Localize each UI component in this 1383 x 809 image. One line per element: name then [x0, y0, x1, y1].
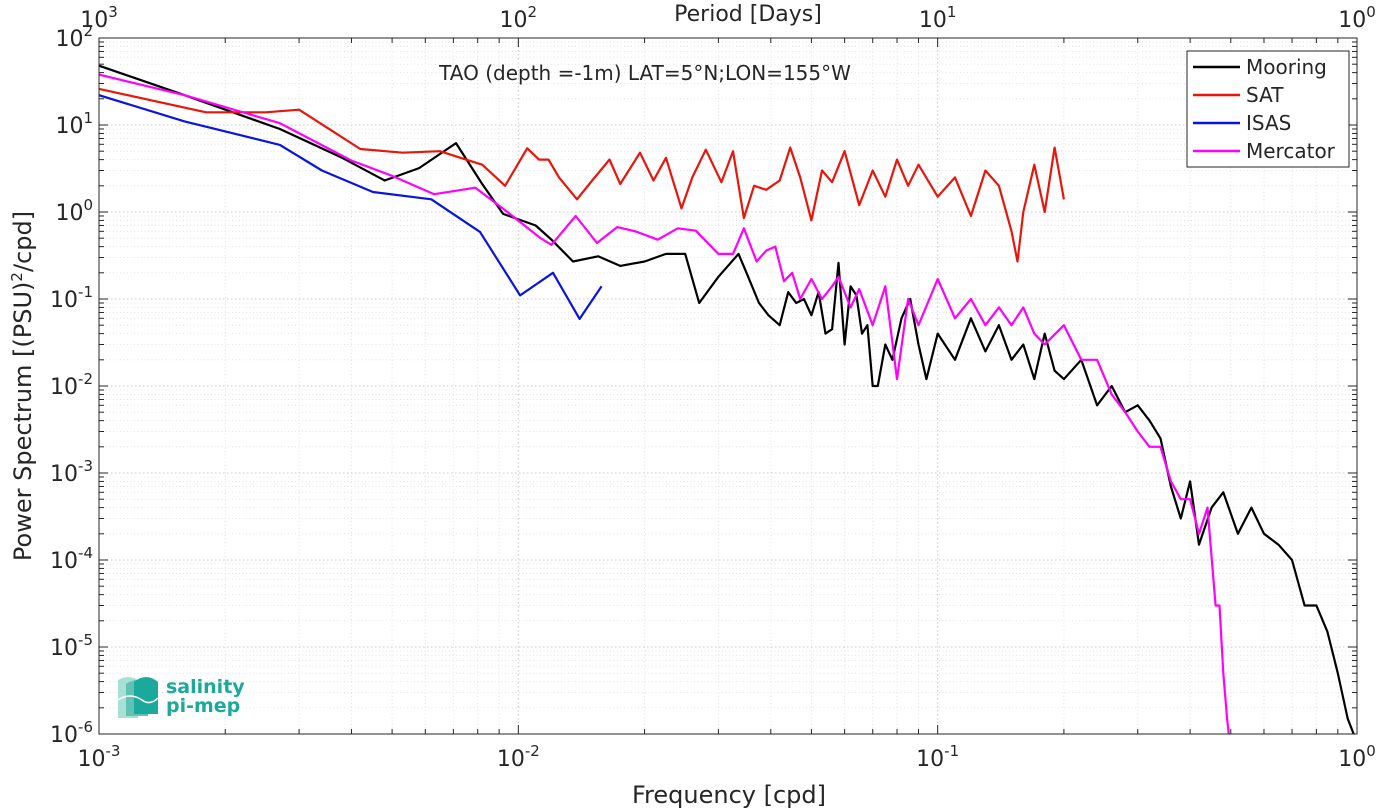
y-tick-label: 10-3 — [50, 457, 93, 487]
y-tick-label: 102 — [55, 22, 93, 52]
y-tick-label-exp: -4 — [78, 544, 93, 562]
y-axis-title-sup: 2 — [8, 272, 26, 282]
top-tick-label: 100 — [1338, 3, 1376, 33]
x-tick-label: 10-3 — [78, 742, 121, 772]
y-tick-label-exp: 1 — [83, 109, 93, 127]
top-tick-label-base: 10 — [500, 8, 528, 33]
top-tick-label-base: 10 — [80, 8, 108, 33]
y-tick-label-base: 10 — [55, 27, 83, 52]
y-tick-label-exp: 0 — [83, 196, 93, 214]
top-tick-label-exp: 2 — [528, 3, 538, 21]
top-tick-label-exp: 3 — [108, 3, 118, 21]
legend-label-sat: SAT — [1246, 83, 1284, 107]
series-line-mercator — [99, 73, 1230, 734]
y-tick-label-base: 10 — [50, 723, 78, 748]
y-tick-label-exp: -3 — [78, 457, 93, 475]
y-tick-label-base: 10 — [50, 636, 78, 661]
legend-label-isas: ISAS — [1246, 111, 1291, 135]
series-group — [99, 64, 1355, 734]
y-tick-label-exp: -2 — [78, 370, 93, 388]
x-tick-label-exp: 0 — [1366, 742, 1376, 760]
series-line-mooring — [99, 64, 1355, 734]
y-tick-label-exp: -5 — [78, 631, 93, 649]
y-tick-label: 10-1 — [50, 283, 93, 313]
x-tick-label: 10-2 — [497, 742, 540, 772]
y-axis-title-main: Power Spectrum [(PSU) — [9, 282, 37, 561]
y-tick-label: 101 — [55, 109, 93, 139]
y-axis-title: Power Spectrum [(PSU)2/cpd] — [8, 211, 37, 561]
y-tick-label-base: 10 — [55, 114, 83, 139]
logo-text-salinity: salinity — [166, 676, 245, 698]
x-tick-label-exp: -3 — [106, 742, 121, 760]
y-tick-label-base: 10 — [50, 462, 78, 487]
x-tick-label-exp: -2 — [525, 742, 540, 760]
x-tick-label: 10-1 — [916, 742, 959, 772]
salinity-pi-mep-logo: salinity pi-mep — [117, 676, 245, 718]
ticks — [98, 37, 1358, 735]
y-tick-label-base: 10 — [50, 288, 78, 313]
logo-waves-icon — [117, 677, 159, 718]
y-axis-title-tail: /cpd] — [9, 211, 37, 272]
y-tick-label: 10-6 — [50, 718, 93, 748]
x-tick-label-base: 10 — [497, 747, 525, 772]
y-tick-label-base: 10 — [50, 549, 78, 574]
top-tick-label: 103 — [80, 3, 118, 33]
top-tick-label-exp: 0 — [1366, 3, 1376, 21]
y-tick-label: 10-2 — [50, 370, 93, 400]
y-tick-label-exp: -6 — [78, 718, 93, 736]
series-line-sat — [99, 87, 1065, 263]
series-line-isas — [99, 94, 603, 320]
y-tick-label: 10-5 — [50, 631, 93, 661]
y-tick-label: 100 — [55, 196, 93, 226]
x-tick-label-base: 10 — [1338, 747, 1366, 772]
legend-label-mooring: Mooring — [1246, 55, 1327, 79]
y-tick-label-base: 10 — [50, 375, 78, 400]
top-tick-label-base: 10 — [919, 8, 947, 33]
y-tick-label-exp: -1 — [78, 283, 93, 301]
y-tick-label-base: 10 — [55, 201, 83, 226]
legend-label-mercator: Mercator — [1246, 139, 1336, 163]
top-tick-label-exp: 1 — [947, 3, 957, 21]
y-tick-label: 10-4 — [50, 544, 93, 574]
logo-text-pi-mep: pi-mep — [166, 695, 240, 717]
legend: Mooring SAT ISAS Mercator — [1186, 50, 1350, 168]
top-tick-label-base: 10 — [1338, 8, 1366, 33]
x-tick-label-base: 10 — [916, 747, 944, 772]
x-tick-label-exp: -1 — [944, 742, 959, 760]
x-tick-label-base: 10 — [78, 747, 106, 772]
top-tick-label: 102 — [500, 3, 538, 33]
top-axis-title: Period [Days] — [674, 2, 822, 27]
top-tick-label: 101 — [919, 3, 957, 33]
y-tick-label-exp: 2 — [83, 22, 93, 40]
x-axis-title: Frequency [cpd] — [632, 781, 826, 809]
legend-box — [1186, 50, 1350, 168]
chart-title: TAO (depth =-1m) LAT=5°N;LON=155°W — [438, 61, 851, 85]
x-tick-label: 100 — [1338, 742, 1376, 772]
